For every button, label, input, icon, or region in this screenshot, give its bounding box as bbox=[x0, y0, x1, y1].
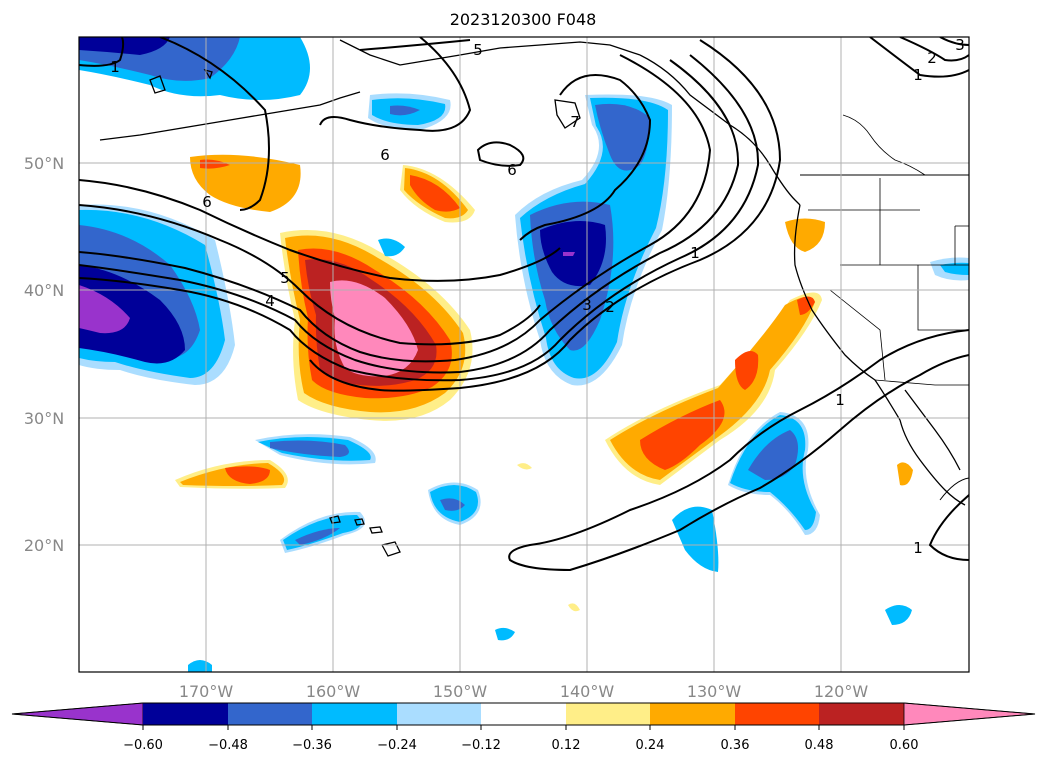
svg-text:7: 7 bbox=[570, 113, 580, 131]
colorbar-tick-label: −0.36 bbox=[292, 738, 332, 753]
svg-text:6: 6 bbox=[380, 146, 390, 164]
svg-text:1: 1 bbox=[110, 58, 120, 76]
map-title: 2023120300 F048 bbox=[450, 10, 597, 29]
svg-text:1: 1 bbox=[690, 244, 700, 262]
colorbar-tick-label: 0.48 bbox=[805, 738, 834, 753]
lat-label: 20°N bbox=[24, 536, 64, 555]
map-frame bbox=[78, 36, 970, 673]
lon-label: 160°W bbox=[306, 682, 361, 701]
colorbar-segment bbox=[735, 703, 819, 725]
lon-labels: 170°W 160°W 150°W 140°W 130°W 120°W bbox=[179, 682, 869, 701]
svg-text:5: 5 bbox=[280, 269, 290, 287]
colorbar-tick-label: −0.48 bbox=[208, 738, 248, 753]
svg-text:1: 1 bbox=[835, 391, 845, 409]
colorbar-segment bbox=[228, 703, 312, 725]
colorbar-segment bbox=[650, 703, 735, 725]
lat-label: 40°N bbox=[24, 281, 64, 300]
lon-label: 140°W bbox=[560, 682, 615, 701]
lat-labels: 50°N 40°N 30°N 20°N bbox=[24, 154, 64, 555]
svg-text:5: 5 bbox=[473, 41, 483, 59]
colorbar-tick-label: 0.36 bbox=[721, 738, 750, 753]
svg-text:2: 2 bbox=[605, 298, 615, 316]
gridlines bbox=[79, 37, 969, 672]
svg-text:2: 2 bbox=[927, 49, 937, 67]
map-area: 1 5 7 6 6 6 5 4 3 2 1 1 1 1 2 3 bbox=[79, 36, 969, 672]
colorbar-segment bbox=[312, 703, 397, 725]
colorbar-tick-label: 0.60 bbox=[890, 738, 919, 753]
contour-lines bbox=[79, 37, 969, 572]
coastlines bbox=[99, 39, 969, 557]
svg-text:3: 3 bbox=[955, 36, 965, 54]
contour-labels: 1 5 7 6 6 6 5 4 3 2 1 1 1 1 2 3 bbox=[110, 36, 965, 557]
colorbar-segment bbox=[143, 703, 228, 725]
colorbar-segment bbox=[566, 703, 650, 725]
colorbar-tick-label: −0.60 bbox=[123, 738, 163, 753]
svg-text:4: 4 bbox=[265, 292, 275, 310]
colorbar-segment bbox=[397, 703, 481, 725]
lat-label: 50°N bbox=[24, 154, 64, 173]
colorbar-segment bbox=[903, 702, 1036, 726]
lon-label: 120°W bbox=[814, 682, 869, 701]
svg-text:1: 1 bbox=[913, 66, 923, 84]
svg-text:3: 3 bbox=[582, 296, 592, 314]
lon-label: 170°W bbox=[179, 682, 234, 701]
colorbar: −0.60 −0.48 −0.36 −0.24 −0.12 0.12 0.24 … bbox=[11, 702, 1036, 753]
colorbar-tick-label: −0.24 bbox=[377, 738, 417, 753]
lon-label: 150°W bbox=[433, 682, 488, 701]
colorbar-segment bbox=[11, 702, 144, 726]
colorbar-segment bbox=[481, 703, 566, 725]
colorbar-segment bbox=[819, 703, 904, 725]
lon-label: 130°W bbox=[687, 682, 742, 701]
lat-label: 30°N bbox=[24, 409, 64, 428]
colorbar-tick-label: −0.12 bbox=[461, 738, 501, 753]
svg-text:6: 6 bbox=[507, 161, 517, 179]
colorbar-tick-label: 0.24 bbox=[636, 738, 665, 753]
colorbar-tick-label: 0.12 bbox=[552, 738, 581, 753]
svg-text:1: 1 bbox=[913, 539, 923, 557]
svg-text:6: 6 bbox=[202, 193, 212, 211]
